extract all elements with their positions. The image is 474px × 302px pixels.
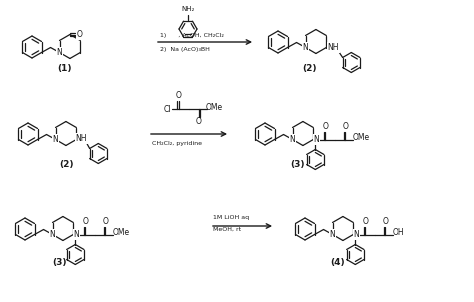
- Text: (1): (1): [58, 65, 72, 73]
- Text: O: O: [77, 30, 83, 39]
- Text: N: N: [73, 230, 79, 239]
- Text: O: O: [383, 217, 388, 226]
- Text: N: N: [313, 135, 319, 144]
- Text: (4): (4): [331, 258, 346, 266]
- Text: O: O: [196, 117, 202, 127]
- Text: 1M LiOH aq: 1M LiOH aq: [213, 216, 249, 220]
- Text: (3): (3): [291, 160, 305, 169]
- Text: (3): (3): [53, 258, 67, 266]
- Text: OMe: OMe: [353, 133, 370, 142]
- Text: N: N: [53, 135, 58, 144]
- Text: (2): (2): [60, 159, 74, 169]
- Text: 1)      , AcOH, CH₂Cl₂: 1) , AcOH, CH₂Cl₂: [160, 33, 224, 37]
- Text: N: N: [354, 230, 359, 239]
- Text: O: O: [82, 217, 88, 226]
- Text: O: O: [102, 217, 108, 226]
- Text: N: N: [290, 135, 295, 144]
- Text: NH: NH: [328, 43, 339, 52]
- Text: NH: NH: [75, 134, 87, 143]
- Text: NH₂: NH₂: [182, 6, 195, 12]
- Text: OMe: OMe: [113, 228, 130, 237]
- Text: N: N: [57, 48, 63, 57]
- Text: N: N: [303, 43, 309, 52]
- Text: Cl: Cl: [163, 104, 171, 114]
- Text: O: O: [363, 217, 368, 226]
- Text: O: O: [342, 122, 348, 131]
- Text: OMe: OMe: [205, 102, 223, 111]
- Text: O: O: [322, 122, 328, 131]
- Text: N: N: [50, 230, 55, 239]
- Text: (2): (2): [303, 65, 317, 73]
- Text: O: O: [176, 92, 182, 101]
- Text: CH₂Cl₂, pyridine: CH₂Cl₂, pyridine: [152, 142, 202, 146]
- Text: OH: OH: [392, 228, 404, 237]
- Text: N: N: [329, 230, 336, 239]
- Text: 2)  Na (AcO)₃BH: 2) Na (AcO)₃BH: [160, 47, 210, 52]
- Text: MeOH, rt: MeOH, rt: [213, 226, 241, 232]
